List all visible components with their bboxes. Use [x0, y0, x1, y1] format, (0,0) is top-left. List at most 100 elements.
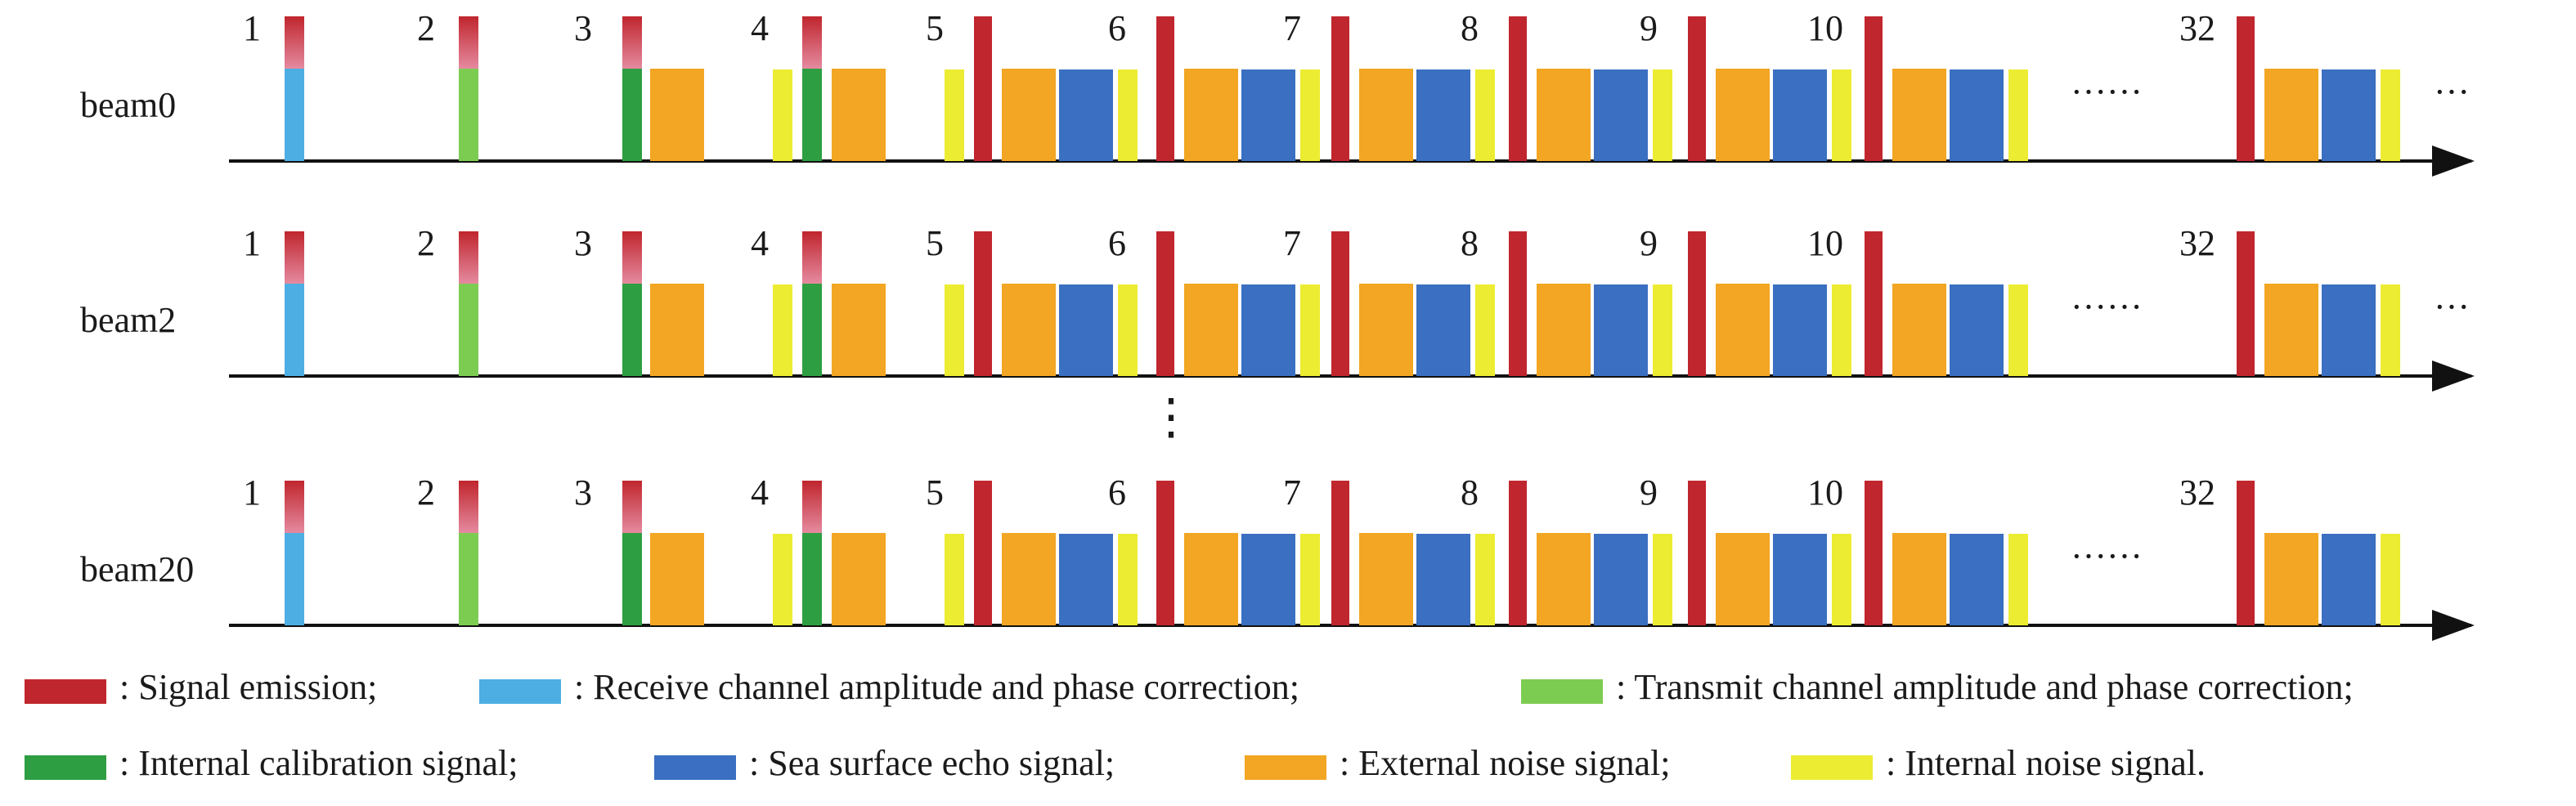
- internal-noise-block: [945, 284, 964, 376]
- internal-cal-block: [802, 284, 822, 376]
- transmit-cal-block: [459, 69, 478, 161]
- cycle-number: 6: [1108, 472, 1126, 513]
- emission-block: [285, 16, 304, 69]
- cycle-number: 5: [926, 472, 944, 513]
- internal-noise-block: [1475, 534, 1495, 625]
- cycle-number: 32: [2179, 472, 2215, 513]
- external-noise-block: [1002, 284, 1056, 376]
- legend-label: : External noise signal;: [1340, 743, 1670, 783]
- axis-arrow-icon: [2432, 360, 2475, 392]
- emission-block: [459, 231, 478, 284]
- internal-noise-block: [2008, 534, 2028, 625]
- cycle-number: 2: [417, 8, 435, 48]
- sea-echo-block: [2322, 284, 2376, 376]
- internal-noise-block: [2381, 284, 2400, 376]
- emission-block: [285, 481, 304, 533]
- emission-block: [802, 231, 822, 284]
- vertical-ellipsis: ⋮: [1147, 390, 1196, 444]
- internal-noise-block: [773, 69, 792, 161]
- legend-swatch: [25, 755, 106, 780]
- internal-noise-block: [773, 284, 792, 376]
- legend-item: : Sea surface echo signal;: [654, 743, 1115, 783]
- sea-echo-block: [1241, 534, 1295, 625]
- internal-noise-block: [2008, 284, 2028, 376]
- legend-swatch: [1245, 755, 1326, 780]
- internal-noise-block: [1832, 69, 1851, 161]
- sea-echo-block: [1594, 284, 1648, 376]
- legend-item: : Receive channel amplitude and phase co…: [479, 667, 1299, 707]
- beam-label: beam0: [80, 85, 176, 125]
- cycle-number: 10: [1807, 8, 1843, 48]
- cycle-number: 8: [1461, 223, 1479, 263]
- sea-echo-block: [1773, 534, 1827, 625]
- emission-block: [974, 16, 992, 161]
- external-noise-block: [1716, 533, 1770, 625]
- external-noise-block: [832, 69, 886, 161]
- receive-cal-block: [285, 69, 304, 161]
- emission-block: [1331, 231, 1349, 376]
- external-noise-block: [832, 284, 886, 376]
- emission-block: [802, 481, 822, 533]
- external-noise-block: [1359, 69, 1413, 161]
- sea-echo-block: [1594, 534, 1648, 625]
- internal-noise-block: [1475, 69, 1495, 161]
- internal-noise-block: [1653, 284, 1672, 376]
- external-noise-block: [832, 533, 886, 625]
- legend-item: : Transmit channel amplitude and phase c…: [1521, 667, 2354, 707]
- cycle-number: 32: [2179, 223, 2215, 263]
- cycle-number: 4: [751, 472, 769, 513]
- emission-block: [1865, 481, 1883, 625]
- internal-cal-block: [802, 533, 822, 625]
- emission-block: [1156, 231, 1174, 376]
- sea-echo-block: [1594, 69, 1648, 161]
- cycle-number: 4: [751, 8, 769, 48]
- legend-label: : Receive channel amplitude and phase co…: [574, 667, 1299, 707]
- sea-echo-block: [1950, 69, 2004, 161]
- beam-row: beam20 1 2 3 4 5 6 7 8 9 10 32 ······: [80, 472, 2475, 641]
- internal-noise-block: [945, 69, 964, 161]
- cycle-number: 5: [926, 8, 944, 48]
- sea-echo-block: [2322, 534, 2376, 625]
- cycle-number: 9: [1640, 472, 1658, 513]
- external-noise-block: [1002, 69, 1056, 161]
- internal-noise-block: [773, 534, 792, 625]
- internal-noise-block: [1832, 284, 1851, 376]
- cycle-number: 5: [926, 223, 944, 263]
- external-noise-block: [1892, 284, 1946, 376]
- cycle-number: 7: [1283, 472, 1301, 513]
- cycle-number: 6: [1108, 8, 1126, 48]
- external-noise-block: [1537, 284, 1591, 376]
- internal-cal-block: [802, 69, 822, 161]
- internal-cal-block: [622, 284, 642, 376]
- transmit-cal-block: [459, 533, 478, 625]
- internal-noise-block: [1118, 69, 1138, 161]
- receive-cal-block: [285, 284, 304, 376]
- sea-echo-block: [1416, 284, 1470, 376]
- cycle-number: 3: [574, 472, 592, 513]
- internal-noise-block: [2381, 69, 2400, 161]
- external-noise-block: [1892, 69, 1946, 161]
- cycle-number: 6: [1108, 223, 1126, 263]
- sea-echo-block: [1059, 284, 1113, 376]
- external-noise-block: [1359, 284, 1413, 376]
- emission-block: [974, 481, 992, 625]
- emission-block: [1156, 16, 1174, 161]
- emission-block: [622, 231, 642, 284]
- emission-block: [285, 231, 304, 284]
- legend-label: : Transmit channel amplitude and phase c…: [1616, 667, 2354, 707]
- emission-block: [1509, 231, 1527, 376]
- sea-echo-block: [1950, 284, 2004, 376]
- emission-block: [1331, 481, 1349, 625]
- emission-block: [1509, 16, 1527, 161]
- emission-block: [2237, 481, 2255, 625]
- emission-block: [459, 481, 478, 533]
- internal-noise-block: [1300, 284, 1320, 376]
- legend-swatch: [479, 679, 561, 704]
- external-noise-block: [1716, 284, 1770, 376]
- cycle-number: 2: [417, 472, 435, 513]
- sea-echo-block: [1416, 534, 1470, 625]
- external-noise-block: [1892, 533, 1946, 625]
